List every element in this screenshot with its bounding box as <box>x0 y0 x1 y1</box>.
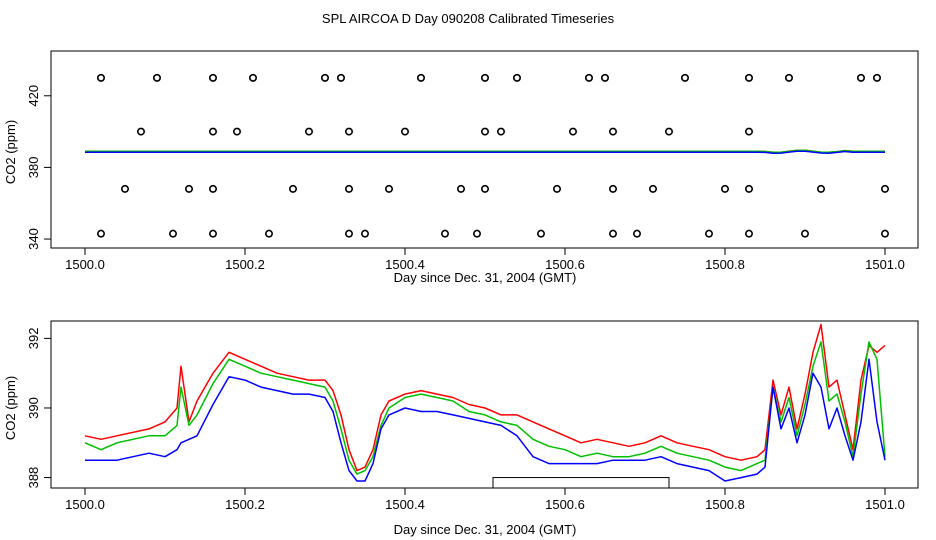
data-point-circle <box>880 184 889 193</box>
data-point-circle <box>209 229 218 238</box>
data-point-circle <box>744 127 753 136</box>
series-line-green <box>85 149 885 154</box>
top-y-axis: 340 380 420 <box>26 85 51 250</box>
y-tick-label: 380 <box>26 157 41 179</box>
data-point-circle <box>360 229 369 238</box>
x-tick-label: 1500.6 <box>545 257 585 272</box>
data-point-circle <box>288 184 297 193</box>
x-tick-label: 1500.4 <box>385 497 425 512</box>
y-tick-label: 420 <box>26 85 41 107</box>
data-point-circle <box>400 127 409 136</box>
data-point-circle <box>344 184 353 193</box>
data-point-circle <box>584 73 593 82</box>
bottom-y-axis: 388 390 392 <box>26 328 51 489</box>
y-tick-label: 390 <box>26 397 41 419</box>
data-point-circle <box>704 229 713 238</box>
bottom-panel: 1500.0 1500.2 1500.4 1500.6 1500.8 1501.0 388… <box>3 320 919 537</box>
bottom-plot-frame <box>50 320 919 489</box>
data-point-circle <box>97 73 106 82</box>
data-point-circle <box>153 73 162 82</box>
x-tick-label: 1500.8 <box>705 497 745 512</box>
data-point-circle <box>456 184 465 193</box>
data-point-circle <box>264 229 273 238</box>
data-point-circle <box>121 184 130 193</box>
data-point-circle <box>344 229 353 238</box>
bottom-y-axis-label: CO2 (ppm) <box>3 376 18 440</box>
data-point-circle <box>169 229 178 238</box>
y-tick-label: 392 <box>26 328 41 350</box>
data-point-circle <box>568 127 577 136</box>
data-point-circle <box>304 127 313 136</box>
data-point-circle <box>209 127 218 136</box>
x-tick-label: 1500.8 <box>705 257 745 272</box>
bottom-annotation-rectangle <box>492 477 670 489</box>
x-tick-label: 1500.2 <box>225 497 265 512</box>
x-tick-label: 1500.4 <box>385 257 425 272</box>
y-tick-label: 340 <box>26 228 41 250</box>
y-tick-label: 388 <box>26 467 41 489</box>
data-point-circle <box>880 229 889 238</box>
data-point-circle <box>496 127 505 136</box>
series-line-blue <box>85 150 885 154</box>
data-point-circle <box>744 73 753 82</box>
bottom-x-axis-label: Day since Dec. 31, 2004 (GMT) <box>394 522 577 537</box>
series-line-blue <box>85 358 886 482</box>
top-x-axis-label: Day since Dec. 31, 2004 (GMT) <box>394 270 577 285</box>
x-tick-label: 1501.0 <box>865 497 905 512</box>
data-point-circle <box>209 73 218 82</box>
data-point-circle <box>472 229 481 238</box>
data-point-circle <box>608 229 617 238</box>
data-point-circle <box>344 127 353 136</box>
data-point-circle <box>784 73 793 82</box>
data-point-circle <box>600 73 609 82</box>
data-point-circle <box>512 73 521 82</box>
data-point-circle <box>680 73 689 82</box>
data-point-circle <box>648 184 657 193</box>
data-point-circle <box>720 184 729 193</box>
top-y-axis-label: CO2 (ppm) <box>3 120 18 184</box>
bottom-x-axis: 1500.0 1500.2 1500.4 1500.6 1500.8 1501.0 <box>65 488 905 512</box>
x-tick-label: 1500.0 <box>65 497 105 512</box>
data-point-circle <box>632 229 641 238</box>
data-point-circle <box>320 73 329 82</box>
series-line-red <box>84 323 886 472</box>
data-point-circle <box>872 73 881 82</box>
data-point-circle <box>233 127 242 136</box>
data-point-circle <box>608 127 617 136</box>
data-point-circle <box>552 184 561 193</box>
top-x-axis: 1500.0 1500.2 1500.4 1500.6 1500.8 1501.0 <box>65 248 905 272</box>
data-point-circle <box>137 127 146 136</box>
data-point-circle <box>209 184 218 193</box>
data-point-circle <box>536 229 545 238</box>
data-point-circle <box>744 184 753 193</box>
data-point-circle <box>816 184 825 193</box>
data-point-circle <box>856 73 865 82</box>
data-point-circle <box>664 127 673 136</box>
data-point-circle <box>744 229 753 238</box>
series-line-green <box>84 341 886 475</box>
top-panel: 1500.0 1500.2 1500.4 1500.6 1500.8 1501.0 340… <box>3 50 919 285</box>
data-point-circle <box>480 127 489 136</box>
data-point-circle <box>185 184 194 193</box>
data-point-circle <box>480 184 489 193</box>
data-point-circle <box>800 229 809 238</box>
figure-title: SPL AIRCOA D Day 090208 Calibrated Times… <box>322 11 615 26</box>
data-point-circle <box>336 73 345 82</box>
x-tick-label: 1501.0 <box>865 257 905 272</box>
x-tick-label: 1500.6 <box>545 497 585 512</box>
data-point-circle <box>440 229 449 238</box>
data-point-circle <box>97 229 106 238</box>
x-tick-label: 1500.2 <box>225 257 265 272</box>
top-plot-frame <box>50 50 919 249</box>
bottom-series-group <box>84 323 886 482</box>
data-point-circle <box>608 184 617 193</box>
data-point-circle <box>249 73 258 82</box>
data-point-circle <box>416 73 425 82</box>
x-tick-label: 1500.0 <box>65 257 105 272</box>
data-point-circle <box>384 184 393 193</box>
data-point-circle <box>480 73 489 82</box>
top-series-group <box>85 73 889 238</box>
